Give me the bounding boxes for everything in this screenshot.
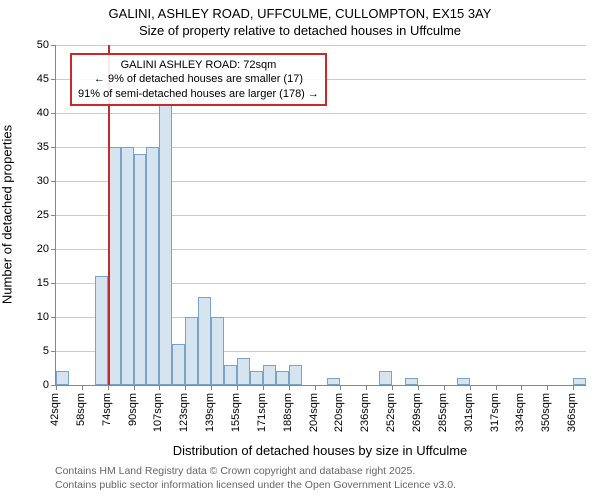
chart-title-1: GALINI, ASHLEY ROAD, UFFCULME, CULLOMPTO… [0, 0, 600, 23]
x-tick-label: 107sqm [152, 393, 164, 432]
histogram-bar [121, 147, 134, 385]
x-tick-mark [392, 385, 393, 390]
y-tick-label: 25 [21, 209, 49, 221]
x-tick-label: 171sqm [256, 393, 268, 432]
x-tick-label: 366sqm [566, 393, 578, 432]
histogram-bar [276, 371, 289, 385]
histogram-bar [289, 365, 302, 385]
y-tick-label: 50 [21, 39, 49, 51]
x-tick-label: 42sqm [49, 393, 61, 426]
x-tick-label: 188sqm [282, 393, 294, 432]
histogram-bar [134, 154, 147, 385]
histogram-bar [379, 371, 392, 385]
y-tick-label: 40 [21, 107, 49, 119]
histogram-bar [198, 297, 211, 385]
annotation-line2: ← 9% of detached houses are smaller (17) [78, 72, 319, 86]
y-tick-mark [51, 45, 56, 46]
x-tick-mark [159, 385, 160, 390]
histogram-bar [405, 378, 418, 385]
y-tick-mark [51, 215, 56, 216]
x-tick-label: 285sqm [437, 393, 449, 432]
x-tick-label: 139sqm [204, 393, 216, 432]
x-tick-label: 350sqm [540, 393, 552, 432]
x-tick-mark [418, 385, 419, 390]
histogram-bar [457, 378, 470, 385]
histogram-bar [185, 317, 198, 385]
gridline [56, 147, 586, 148]
histogram-bar [327, 378, 340, 385]
annotation-box: GALINI ASHLEY ROAD: 72sqm← 9% of detache… [70, 53, 327, 106]
x-tick-label: 123sqm [178, 393, 190, 432]
x-tick-label: 220sqm [333, 393, 345, 432]
x-tick-mark [263, 385, 264, 390]
gridline [56, 113, 586, 114]
histogram-bar [211, 317, 224, 385]
x-tick-mark [521, 385, 522, 390]
x-tick-label: 334sqm [514, 393, 526, 432]
y-tick-mark [51, 113, 56, 114]
x-tick-label: 58sqm [75, 393, 87, 426]
histogram-bar [159, 99, 172, 385]
x-tick-mark [496, 385, 497, 390]
y-axis-label: Number of detached properties [0, 115, 15, 315]
x-tick-mark [134, 385, 135, 390]
x-tick-mark [82, 385, 83, 390]
footnote-line1: Contains HM Land Registry data © Crown c… [55, 465, 456, 479]
annotation-line3: 91% of semi-detached houses are larger (… [78, 87, 319, 101]
x-tick-label: 317sqm [489, 393, 501, 432]
y-tick-label: 45 [21, 73, 49, 85]
y-tick-label: 15 [21, 277, 49, 289]
y-tick-label: 10 [21, 311, 49, 323]
y-tick-mark [51, 181, 56, 182]
x-tick-mark [237, 385, 238, 390]
x-tick-mark [185, 385, 186, 390]
y-tick-label: 20 [21, 243, 49, 255]
x-tick-mark [56, 385, 57, 390]
x-tick-mark [211, 385, 212, 390]
x-tick-mark [108, 385, 109, 390]
x-tick-mark [366, 385, 367, 390]
x-tick-label: 301sqm [463, 393, 475, 432]
histogram-bar [573, 378, 586, 385]
histogram-bar [224, 365, 237, 385]
y-tick-mark [51, 79, 56, 80]
x-tick-label: 252sqm [385, 393, 397, 432]
histogram-bar [146, 147, 159, 385]
x-tick-mark [315, 385, 316, 390]
y-tick-mark [51, 317, 56, 318]
y-tick-label: 0 [21, 379, 49, 391]
x-tick-label: 269sqm [411, 393, 423, 432]
histogram-bar [56, 371, 69, 385]
gridline [56, 45, 586, 46]
footnote: Contains HM Land Registry data © Crown c… [55, 465, 456, 492]
x-tick-label: 204sqm [308, 393, 320, 432]
x-tick-label: 90sqm [127, 393, 139, 426]
histogram-bar [250, 371, 263, 385]
x-tick-mark [470, 385, 471, 390]
x-tick-mark [547, 385, 548, 390]
x-tick-label: 236sqm [359, 393, 371, 432]
y-tick-label: 5 [21, 345, 49, 357]
histogram-bar [263, 365, 276, 385]
x-tick-mark [573, 385, 574, 390]
annotation-line1: GALINI ASHLEY ROAD: 72sqm [78, 58, 319, 72]
x-tick-mark [289, 385, 290, 390]
y-tick-mark [51, 283, 56, 284]
x-tick-mark [444, 385, 445, 390]
x-axis-label: Distribution of detached houses by size … [140, 443, 500, 458]
y-tick-label: 30 [21, 175, 49, 187]
y-tick-label: 35 [21, 141, 49, 153]
footnote-line2: Contains public sector information licen… [55, 479, 456, 493]
histogram-bar [237, 358, 250, 385]
histogram-bar [172, 344, 185, 385]
x-tick-label: 74sqm [101, 393, 113, 426]
chart-title-2: Size of property relative to detached ho… [0, 23, 600, 40]
x-tick-label: 155sqm [230, 393, 242, 432]
histogram-bar [95, 276, 108, 385]
y-tick-mark [51, 147, 56, 148]
y-tick-mark [51, 351, 56, 352]
y-tick-mark [51, 249, 56, 250]
x-tick-mark [340, 385, 341, 390]
